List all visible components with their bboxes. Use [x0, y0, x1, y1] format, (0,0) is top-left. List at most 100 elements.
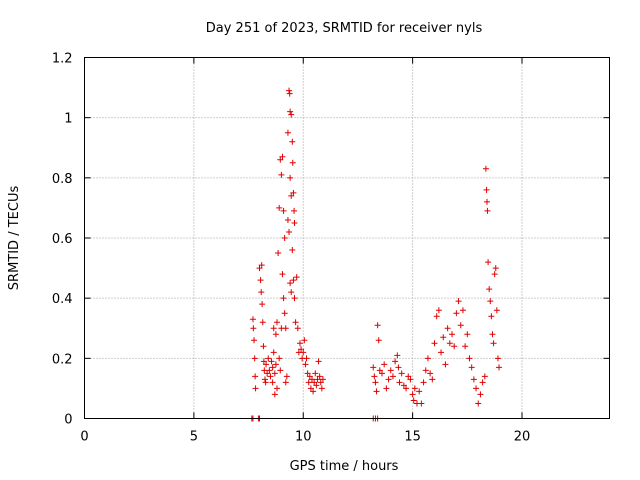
data-point: [291, 219, 298, 226]
data-point: [258, 262, 265, 269]
data-point: [374, 322, 381, 329]
data-point: [490, 340, 497, 347]
data-point: [453, 310, 460, 317]
data-point: [420, 379, 427, 386]
data-point: [279, 153, 286, 160]
data-point: [277, 156, 284, 163]
grid-lines: [84, 57, 610, 419]
data-point: [291, 295, 298, 302]
data-point: [249, 316, 256, 323]
data-point: [272, 331, 279, 338]
data-point: [252, 385, 259, 392]
data-point: [464, 331, 471, 338]
data-point: [264, 370, 271, 377]
data-point: [383, 385, 390, 392]
data-point: [319, 376, 326, 383]
axis-ticks: 0 5 10 15 20 0 0.2 0.4 0.6 0.8 1 1.2: [52, 52, 610, 445]
data-point: [489, 331, 496, 338]
data-point: [451, 343, 458, 350]
y-axis-label: SRMTID / TECUs: [7, 186, 22, 291]
data-point: [442, 361, 449, 368]
data-point: [272, 361, 279, 368]
data-point: [375, 337, 382, 344]
data-point: [486, 286, 493, 293]
data-point: [260, 358, 267, 365]
data-point: [280, 207, 287, 214]
data-point: [318, 385, 325, 392]
data-point: [261, 376, 268, 383]
data-point: [289, 247, 296, 254]
data-point: [468, 364, 475, 371]
data-point: [259, 319, 266, 326]
x-tick-label: 5: [190, 430, 198, 445]
data-point: [281, 310, 288, 317]
data-point: [316, 373, 323, 380]
data-point: [492, 265, 499, 272]
data-point: [286, 90, 293, 97]
data-point: [482, 165, 489, 172]
data-point: [276, 355, 283, 362]
data-point: [387, 367, 394, 374]
data-point: [479, 379, 486, 386]
data-point: [262, 379, 269, 386]
data-point: [291, 207, 298, 214]
data-point: [289, 159, 296, 166]
data-point: [496, 364, 503, 371]
data-point: [475, 400, 482, 407]
data-point: [256, 265, 263, 272]
data-point: [279, 271, 286, 278]
data-point: [494, 355, 501, 362]
data-point: [427, 370, 434, 377]
data-point: [411, 385, 418, 392]
data-point: [470, 376, 477, 383]
data-point: [410, 397, 417, 404]
data-point: [263, 361, 270, 368]
data-point: [477, 391, 484, 398]
y-tick-label: 0.8: [52, 172, 73, 187]
data-point: [449, 331, 455, 338]
data-point: [407, 376, 414, 383]
data-point: [290, 277, 297, 284]
data-point: [269, 364, 276, 371]
data-point: [431, 340, 438, 347]
data-point: [473, 385, 480, 392]
x-tick-label: 10: [295, 430, 312, 445]
data-point: [303, 355, 310, 362]
data-point: [282, 379, 289, 386]
data-point: [275, 250, 282, 257]
data-point: [429, 376, 436, 383]
y-tick-label: 0.6: [52, 232, 73, 247]
data-point: [258, 289, 265, 296]
data-point: [317, 379, 324, 386]
data-point: [306, 373, 313, 380]
data-point: [288, 192, 295, 199]
data-point: [287, 280, 294, 287]
data-point: [282, 325, 289, 332]
data-point: [395, 364, 402, 371]
x-tick-label: 15: [404, 430, 421, 445]
data-point: [312, 370, 319, 377]
data-point: [491, 271, 498, 278]
data-point: [455, 298, 462, 305]
data-point: [300, 349, 307, 356]
data-point: [267, 373, 274, 380]
data-point: [284, 129, 291, 136]
plot-frame: [84, 57, 610, 419]
data-point: [459, 307, 466, 314]
data-point: [418, 400, 425, 407]
data-point: [398, 370, 405, 377]
data-point: [440, 334, 447, 341]
data-point: [373, 388, 380, 395]
data-point: [281, 235, 288, 241]
data-point: [274, 319, 280, 326]
data-point: [270, 325, 277, 332]
data-point: [276, 204, 283, 211]
data-point: [271, 370, 278, 377]
data-point: [370, 364, 377, 371]
data-point: [484, 207, 491, 214]
data-point: [381, 361, 388, 368]
data-point: [288, 289, 295, 296]
data-point: [483, 186, 490, 193]
data-point: [405, 373, 412, 380]
data-point: [466, 355, 473, 362]
